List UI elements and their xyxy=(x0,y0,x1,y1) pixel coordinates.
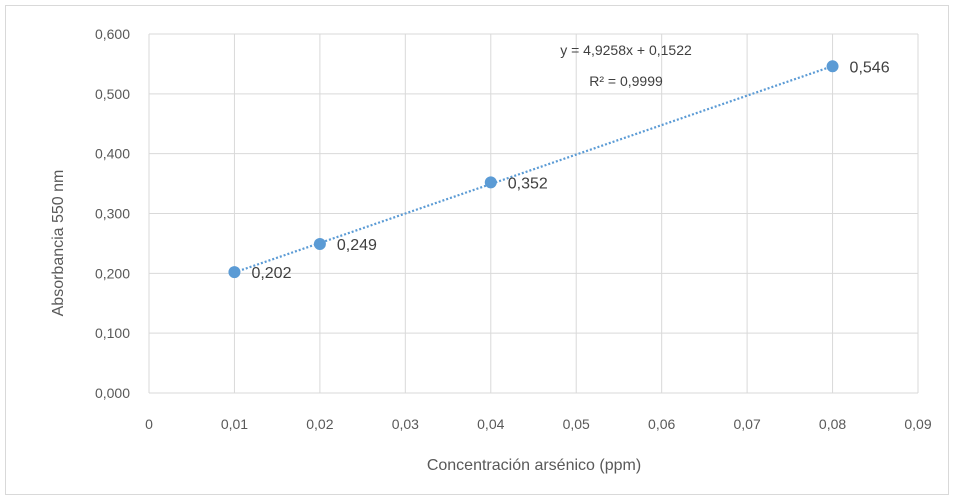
data-label: 0,249 xyxy=(337,237,377,254)
x-tick-label: 0,04 xyxy=(477,416,504,432)
x-tick-label: 0,03 xyxy=(392,416,419,432)
x-tick-label: 0 xyxy=(145,416,153,432)
y-tick-label: 0,600 xyxy=(95,26,130,42)
x-tick-labels: 0 0,01 0,02 0,03 0,04 0,05 0,06 0,07 0,08 0,09 xyxy=(145,416,932,432)
chart-frame xyxy=(5,5,949,495)
y-tick-label: 0,400 xyxy=(95,146,130,162)
data-label: 0,352 xyxy=(508,175,548,192)
y-tick-label: 0,200 xyxy=(95,265,130,281)
trendline-path xyxy=(234,65,833,274)
y-tick-label: 0,000 xyxy=(95,385,130,401)
x-tick-label: 0,08 xyxy=(819,416,846,432)
y-tick-label: 0,500 xyxy=(95,86,130,102)
y-tick-label: 0,100 xyxy=(95,325,130,341)
x-tick-label: 0,07 xyxy=(733,416,760,432)
x-axis-title: Concentración arsénico (ppm) xyxy=(427,457,641,474)
data-label: 0,202 xyxy=(251,265,291,282)
data-point xyxy=(228,266,241,279)
x-tick-label: 0,05 xyxy=(563,416,590,432)
gridlines xyxy=(148,33,919,394)
x-tick-label: 0,01 xyxy=(221,416,248,432)
y-axis-title: Absorbancia 550 nm xyxy=(50,170,67,317)
y-tick-labels: 0,000 0,100 0,200 0,300 0,400 0,500 0,600 xyxy=(95,26,130,401)
data-points xyxy=(228,60,839,279)
y-tick-label: 0,300 xyxy=(95,206,130,222)
data-point xyxy=(484,176,497,189)
data-point xyxy=(313,238,326,251)
trendline-equation: y = 4,9258x + 0,1522 xyxy=(560,42,692,58)
data-point xyxy=(826,60,839,73)
x-tick-label: 0,06 xyxy=(648,416,675,432)
data-label: 0,546 xyxy=(850,59,890,76)
trendline xyxy=(234,65,833,274)
data-labels: 0,202 0,249 0,352 0,546 xyxy=(251,59,889,282)
x-tick-label: 0,02 xyxy=(306,416,333,432)
x-tick-label: 0,09 xyxy=(904,416,931,432)
trendline-r-squared: R² = 0,9999 xyxy=(589,73,663,89)
